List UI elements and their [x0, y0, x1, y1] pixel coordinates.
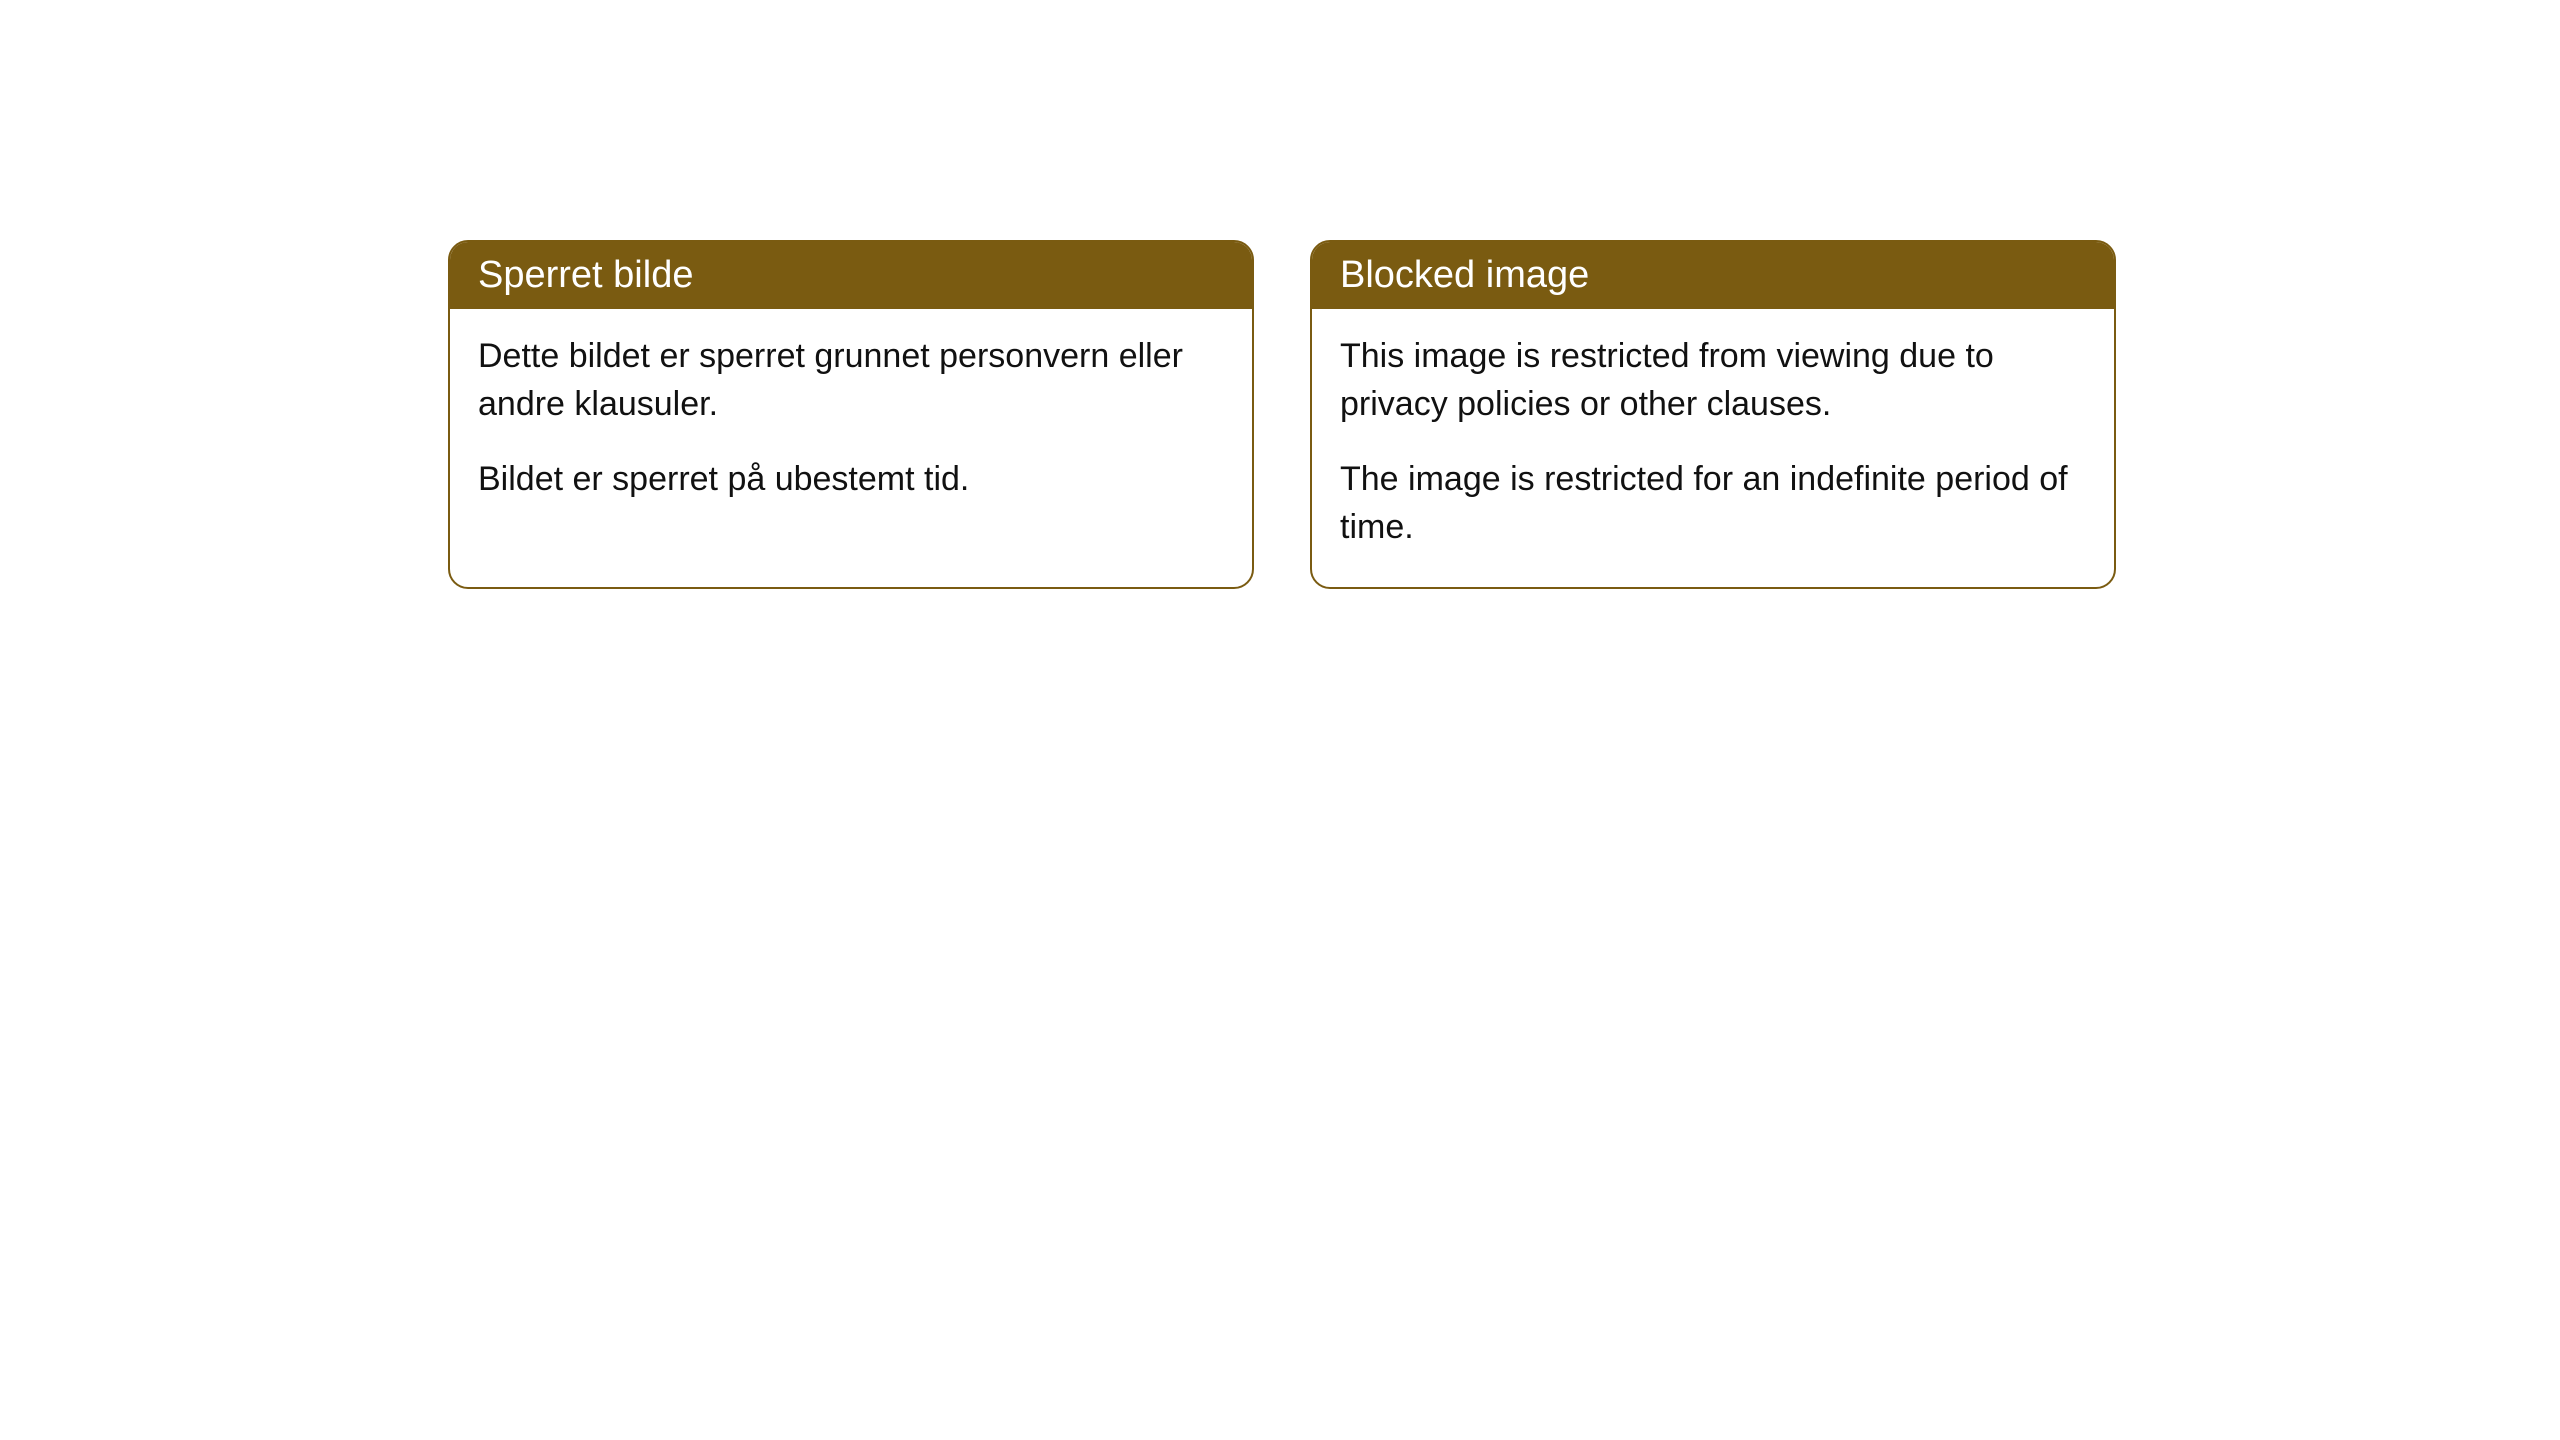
notice-body: This image is restricted from viewing du…	[1312, 309, 2114, 587]
notice-paragraph: Dette bildet er sperret grunnet personve…	[478, 333, 1224, 428]
notice-paragraph: This image is restricted from viewing du…	[1340, 333, 2086, 428]
notice-paragraph: The image is restricted for an indefinit…	[1340, 456, 2086, 551]
notice-header: Sperret bilde	[450, 242, 1252, 309]
notice-container: Sperret bilde Dette bildet er sperret gr…	[448, 240, 2116, 589]
notice-paragraph: Bildet er sperret på ubestemt tid.	[478, 456, 1224, 504]
notice-header: Blocked image	[1312, 242, 2114, 309]
notice-card-norwegian: Sperret bilde Dette bildet er sperret gr…	[448, 240, 1254, 589]
notice-card-english: Blocked image This image is restricted f…	[1310, 240, 2116, 589]
notice-body: Dette bildet er sperret grunnet personve…	[450, 309, 1252, 540]
